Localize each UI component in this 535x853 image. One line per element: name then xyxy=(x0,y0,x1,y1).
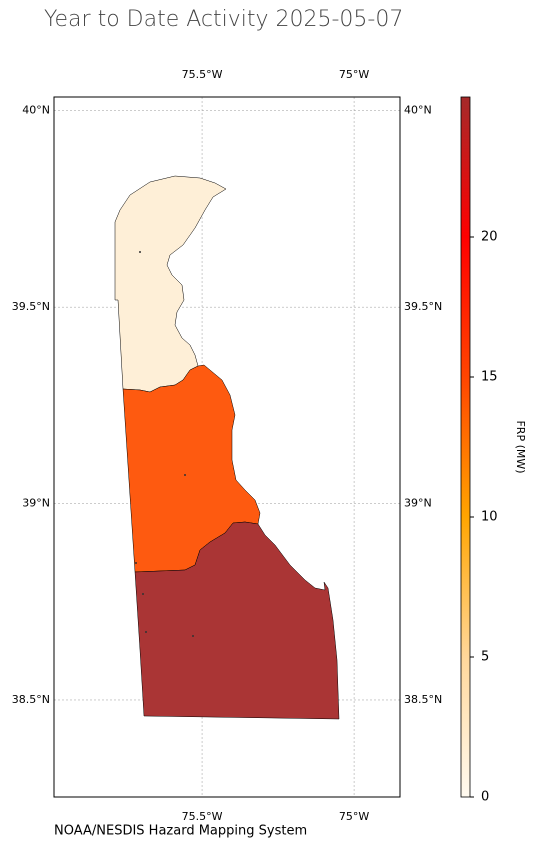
colorbar-tick-label: 15 xyxy=(481,370,498,385)
x-tick-label: 75°W xyxy=(339,68,369,81)
footer: NOAA/NESDIS Hazard Mapping System xyxy=(54,824,307,839)
map-frame xyxy=(53,96,401,798)
x-tick-label: 75.5°W xyxy=(182,810,223,823)
y-tick-label: 40°N xyxy=(404,104,432,117)
colorbar-tick-label: 0 xyxy=(481,790,489,805)
region xyxy=(114,175,227,393)
y-tick-label: 39°N xyxy=(404,497,432,510)
colorbar-tick-label: 10 xyxy=(481,510,498,525)
y-tick-label: 39.5°N xyxy=(404,300,442,313)
y-tick-label: 38.5°N xyxy=(404,693,442,706)
x-tick-label: 75°W xyxy=(339,810,369,823)
y-tick-label: 40°N xyxy=(22,104,50,117)
colorbar-tick-label: 20 xyxy=(481,230,498,245)
y-tick-label: 39.5°N xyxy=(12,300,50,313)
colorbar-label: FRP (MW) xyxy=(514,420,527,473)
y-tick-label: 38.5°N xyxy=(12,693,50,706)
colorbar xyxy=(460,96,471,798)
detections xyxy=(135,251,194,637)
colorbar-tick-label: 5 xyxy=(481,650,489,665)
region xyxy=(134,521,340,720)
y-tick-label: 39°N xyxy=(22,497,50,510)
title: Year to Date Activity 2025-05-07 xyxy=(44,7,403,32)
x-tick-label: 75.5°W xyxy=(182,68,223,81)
